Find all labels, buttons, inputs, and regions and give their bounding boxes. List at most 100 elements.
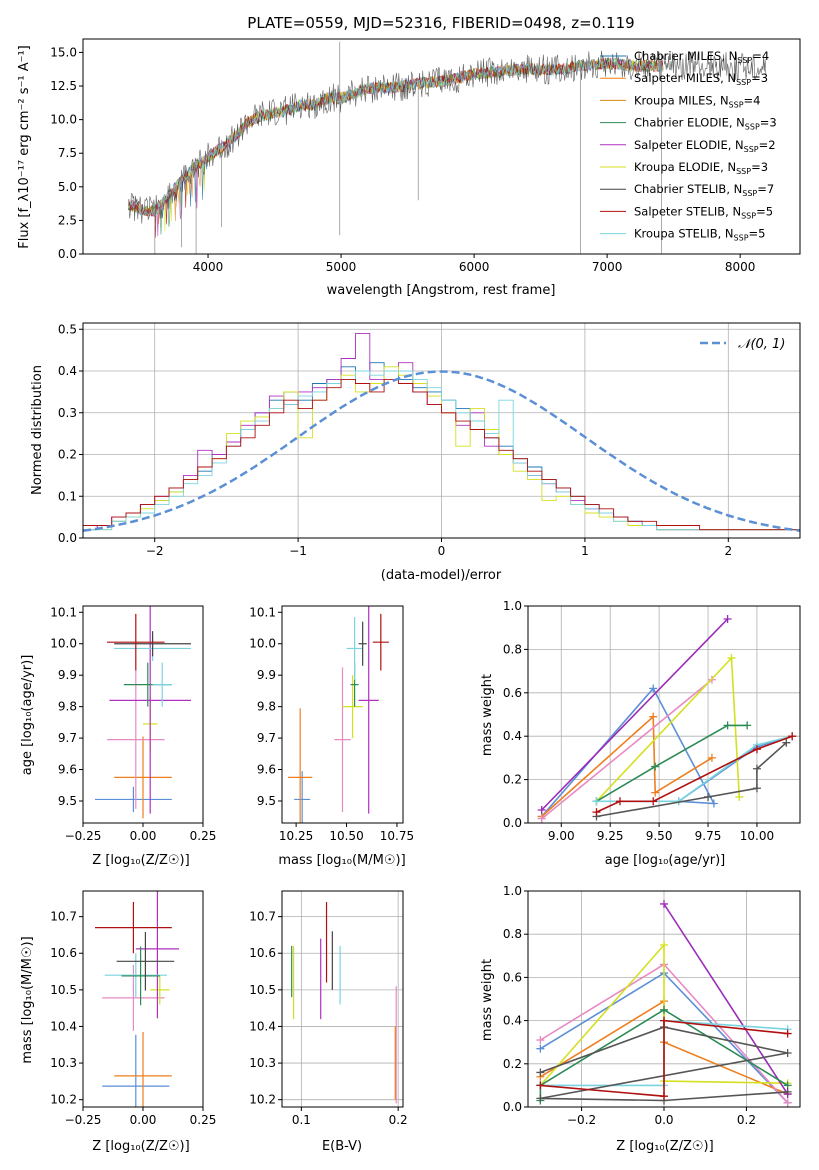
x-tick-label: 10.25 [279,829,313,843]
weight-point-marker [649,712,658,721]
y-tick-label: 0.6 [503,686,522,700]
x-tick-label: 5000 [326,260,357,274]
histogram-series [83,378,800,531]
x-tick-label: −0.25 [65,829,102,843]
y-tick-label: 0.0 [503,816,522,830]
weight-series-line [541,618,729,811]
weight-point-marker [782,738,791,747]
axes-frame [281,890,404,1108]
legend-label: Salpeter MILES, NSSP=3 [634,71,768,87]
y-tick-label: 10.1 [50,605,77,619]
mass-vs-ebv-panel: E(B-V) 0.1 0.2 10.2 10.3 10.4 10.5 10.6 10.7 [249,890,408,1154]
y-tick-label: 0.2 [503,773,522,787]
y-tick-label: 1.0 [503,599,522,613]
y-tick-label: 10.3 [50,1056,77,1070]
y-tick-label: 9.8 [58,700,77,714]
x-tick-label: 0.25 [190,829,217,843]
y-tick-label: 10.2 [50,1093,77,1107]
age-z-y-label: age [log₁₀(age/yr)] [20,655,35,776]
errorbar-markers [95,606,191,819]
weight-vs-age-panel: age [log₁₀(age/yr)] mass weight 9.00 9.25… [480,599,801,868]
weight-series-line [541,679,713,820]
weight-point-marker [651,788,660,797]
x-tick-label: 0.1 [292,1113,311,1127]
legend-label: Salpeter ELODIE, NSSP=2 [634,138,776,154]
y-tick-label: 10.6 [50,946,77,960]
y-tick-label: 1.0 [503,884,522,898]
y-tick-label: 10.5 [50,983,77,997]
x-tick-label: 0.00 [130,1113,157,1127]
x-tick-label: 0.2 [389,1113,408,1127]
mass-z-x-label: Z [log₁₀(Z/Z☉)] [92,1139,189,1154]
spectrum-lines [127,41,767,254]
x-tick-label: 9.50 [646,829,673,843]
y-tick-label: 0.0 [58,247,77,261]
legend-label: Chabrier MILES, NSSP=4 [634,49,769,65]
x-tick-label: 1 [581,544,589,558]
legend-label: 𝒩(0, 1) [738,337,785,352]
age-vs-mass-panel: mass [log₁₀(M/M☉)] 10.25 10.50 10.75 9.5 9.6… [249,605,414,868]
weight-vs-z-panel: Z [log₁₀(Z/Z☉)] mass weight −0.2 0.0 0.2 0.… [480,884,801,1154]
weight-z-x-label: Z [log₁₀(Z/Z☉)] [616,1139,713,1154]
y-tick-label: 9.9 [257,668,276,682]
x-tick-label: 0.25 [190,1113,217,1127]
spectrum-panel: PLATE=0559, MJD=52316, FIBERID=0498, z=0… [17,14,801,298]
age-vs-z-panel: Z [log₁₀(Z/Z☉)] age [log₁₀(age/yr)] −0.2… [20,605,217,868]
axes-frame [281,605,404,824]
legend-label: Kroupa ELODIE, NSSP=3 [634,160,768,176]
mass-z-y-label: mass [log₁₀(M/M☉)] [20,936,35,1063]
weight-series-line [539,1008,789,1101]
y-tick-label: 10.1 [249,605,276,619]
weight-point-marker [743,721,752,730]
y-tick-label: 0.3 [58,406,77,420]
x-tick-label: 9.25 [597,829,624,843]
x-tick-label: −1 [289,544,307,558]
x-tick-label: 0 [438,544,446,558]
y-tick-label: 10.0 [50,113,77,127]
x-tick-label: 0.2 [737,1113,756,1127]
weight-point-marker [704,792,713,801]
weight-point-marker [709,799,718,808]
weight-point-marker [649,684,658,693]
axes-frame [82,322,801,539]
weight-series-line [540,1019,788,1098]
weight-series-line [596,724,748,802]
weight-series-line [596,735,793,813]
x-tick-label: 10.75 [380,829,414,843]
weight-lines [537,615,797,823]
y-tick-label: 9.9 [58,668,77,682]
y-tick-label: 10.0 [50,637,77,651]
y-tick-label: 0.0 [503,1100,522,1114]
weight-point-marker [735,792,744,801]
residual-x-label: (data-model)/error [381,568,502,583]
y-tick-label: 9.6 [257,763,276,777]
spectrum-y-label: Flux [f_λ10⁻¹⁷ erg cm⁻² s⁻¹ A⁻¹] [17,45,32,249]
y-tick-label: 5.0 [58,180,77,194]
errorbar-markers [95,891,179,1107]
axes-frame [82,890,204,1108]
y-tick-label: 9.6 [58,763,77,777]
weight-point-marker [536,1036,545,1045]
y-tick-label: 0.1 [58,489,77,503]
weight-point-marker [536,1081,545,1090]
normal-reference-curve [83,370,800,532]
y-tick-label: 10.7 [249,910,276,924]
axes-frame [527,890,801,1108]
y-tick-label: 0.8 [503,642,522,656]
x-tick-label: 0.00 [130,829,157,843]
weight-point-marker [752,764,761,773]
mass-ebv-x-label: E(B-V) [322,1139,362,1154]
x-tick-label: 2 [724,544,732,558]
x-tick-label: 9.75 [695,829,722,843]
x-tick-label: 8000 [725,260,756,274]
weight-point-marker [536,1094,545,1103]
y-tick-label: 0.5 [58,322,77,336]
spectrum-x-label: wavelength [Angstrom, rest frame] [327,283,556,298]
weight-point-marker [660,1092,668,1101]
weight-age-y-label: mass weight [480,674,495,756]
y-tick-label: 10.4 [249,1019,276,1033]
weight-point-marker [660,1016,668,1025]
x-tick-label: 7000 [592,260,623,274]
y-tick-label: 10.2 [249,1093,276,1107]
